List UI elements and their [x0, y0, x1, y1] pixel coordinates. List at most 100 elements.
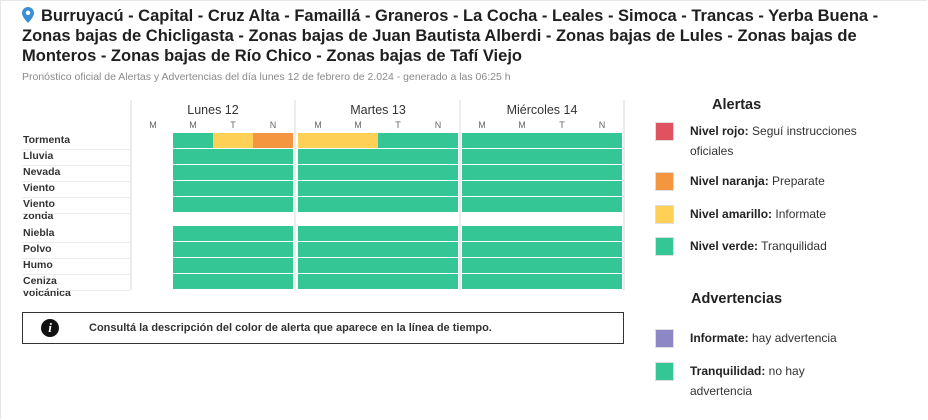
timeline-cell-green	[378, 226, 418, 241]
legend-label: Nivel naranja:	[690, 174, 769, 188]
timeline-cell-green	[173, 197, 213, 212]
timeline-cell-green	[462, 181, 502, 196]
timeline-cell-orange	[253, 133, 293, 148]
row-divider	[22, 181, 130, 182]
legend-label: Informate:	[690, 331, 749, 345]
timeline-cell-green	[462, 258, 502, 273]
slot-header: N	[434, 120, 442, 130]
timeline-cell-green	[378, 242, 418, 257]
hazard-label: Niebla	[23, 227, 55, 239]
hazard-label: Nevada	[23, 166, 61, 178]
slot-header: M	[314, 120, 322, 130]
timeline-cell-green	[253, 181, 293, 196]
timeline-cell-green	[462, 197, 502, 212]
timeline-cell-green	[418, 133, 458, 148]
legend-description: hay advertencia	[748, 331, 837, 345]
legend-text: Informate: hay advertencia	[690, 328, 860, 348]
timeline-cell-green	[298, 242, 338, 257]
day-header: Martes 13	[350, 103, 406, 117]
timeline-cell-green	[582, 181, 622, 196]
legend-description: Tranquilidad	[758, 239, 827, 253]
row-divider	[22, 197, 130, 198]
timeline-cell-green	[213, 197, 253, 212]
forecast-subtitle: Pronóstico oficial de Alertas y Adverten…	[22, 71, 511, 83]
hazard-label: Viento	[23, 182, 55, 194]
timeline-cell-green	[338, 226, 378, 241]
timeline-cell-green	[298, 149, 338, 164]
timeline-cell-green	[582, 133, 622, 148]
timeline-cell-green	[173, 149, 213, 164]
row-divider	[22, 213, 130, 214]
legend-text: Nivel amarillo: Informate	[690, 204, 860, 224]
timeline-cell-green	[378, 133, 418, 148]
timeline-cell-yellow	[213, 133, 253, 148]
timeline-cell-green	[378, 149, 418, 164]
slot-header: T	[395, 120, 401, 130]
timeline-cell-green	[542, 226, 582, 241]
timeline-cell-green	[253, 165, 293, 180]
timeline-cell-green	[502, 242, 542, 257]
timeline-cell-green	[542, 133, 582, 148]
column-separator	[623, 100, 625, 290]
page-title: Burruyacú - Capital - Cruz Alta - Famail…	[22, 6, 912, 66]
timeline-cell-green	[418, 165, 458, 180]
slot-header: M	[478, 120, 486, 130]
timeline-cell-green	[338, 258, 378, 273]
timeline-cell-green	[338, 149, 378, 164]
legend-label: Tranquilidad:	[690, 364, 766, 378]
legend-description: no hay advertencia	[690, 364, 805, 398]
legend-text: Nivel verde: Tranquilidad	[690, 236, 860, 256]
info-box: i Consultá la descripción del color de a…	[22, 312, 624, 344]
timeline-cell-green	[298, 197, 338, 212]
slot-header: T	[559, 120, 565, 130]
timeline-cell-green	[502, 274, 542, 289]
legend-label: Nivel amarillo:	[690, 207, 773, 221]
timeline-cell-green	[338, 197, 378, 212]
timeline-cell-green	[338, 165, 378, 180]
legend-label: Nivel rojo:	[690, 124, 749, 138]
column-separator	[459, 100, 461, 290]
timeline-cell-green	[338, 181, 378, 196]
timeline-cell-green	[213, 149, 253, 164]
row-divider	[22, 149, 130, 150]
timeline-cell-green	[213, 242, 253, 257]
legend-item: Nivel naranja: Preparate	[655, 171, 915, 191]
timeline-cell-green	[582, 274, 622, 289]
legend-description: Informate	[772, 207, 827, 221]
legend-item: Informate: hay advertencia	[655, 328, 915, 348]
row-divider	[22, 242, 130, 243]
timeline-cell-green	[378, 181, 418, 196]
timeline-cell-green	[213, 274, 253, 289]
timeline-cell-green	[582, 197, 622, 212]
timeline-cell-green	[462, 226, 502, 241]
legend-description: Preparate	[768, 174, 825, 188]
timeline-cell-green	[253, 258, 293, 273]
map-pin-icon	[22, 7, 34, 23]
timeline-cell-green	[418, 181, 458, 196]
timeline-cell-green	[582, 258, 622, 273]
row-divider	[22, 165, 130, 166]
timeline-cell-green	[502, 197, 542, 212]
legend-description: Seguí instrucciones oficiales	[690, 124, 857, 158]
timeline-cell-green	[173, 165, 213, 180]
timeline-cell-green	[542, 149, 582, 164]
timeline-cell-green	[462, 149, 502, 164]
timeline-cell-green	[253, 274, 293, 289]
timeline-cell-green	[502, 181, 542, 196]
timeline-cell-green	[418, 258, 458, 273]
row-divider	[22, 274, 130, 275]
legend-item: Tranquilidad: no hay advertencia	[655, 361, 915, 401]
timeline-cell-green	[213, 226, 253, 241]
timeline-cell-yellow	[338, 133, 378, 148]
timeline-cell-green	[378, 197, 418, 212]
column-separator	[130, 100, 132, 290]
timeline-cell-green	[173, 181, 213, 196]
timeline-cell-green	[582, 242, 622, 257]
timeline-cell-green	[253, 242, 293, 257]
timeline-cell-green	[418, 197, 458, 212]
timeline-cell-green	[173, 258, 213, 273]
timeline-cell-green	[462, 274, 502, 289]
legend-text: Tranquilidad: no hay advertencia	[690, 361, 860, 401]
timeline-cell-green	[378, 274, 418, 289]
